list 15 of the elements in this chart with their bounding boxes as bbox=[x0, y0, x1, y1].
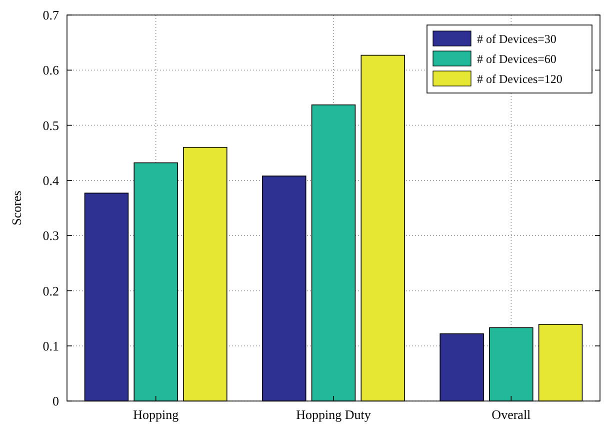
y-tick-label: 0.3 bbox=[42, 228, 59, 244]
y-tick-label: 0.6 bbox=[42, 62, 60, 78]
legend-label: # of Devices=120 bbox=[477, 72, 562, 86]
y-tick-label: 0.2 bbox=[42, 283, 59, 298]
y-tick-label: 0.5 bbox=[42, 118, 59, 133]
y-tick-label: 0.7 bbox=[42, 8, 60, 23]
y-tick-label: 0 bbox=[52, 394, 59, 409]
legend-label: # of Devices=60 bbox=[477, 52, 556, 66]
x-tick-label: Overall bbox=[492, 407, 532, 422]
y-tick-label: 0.4 bbox=[42, 172, 60, 188]
x-tick-label: Hopping Duty bbox=[296, 407, 372, 422]
legend-label: # of Devices=30 bbox=[477, 32, 556, 46]
y-tick-label: 0.1 bbox=[42, 338, 59, 354]
y-axis-title: Scores bbox=[9, 190, 24, 226]
x-tick-label: Hopping bbox=[133, 407, 180, 422]
